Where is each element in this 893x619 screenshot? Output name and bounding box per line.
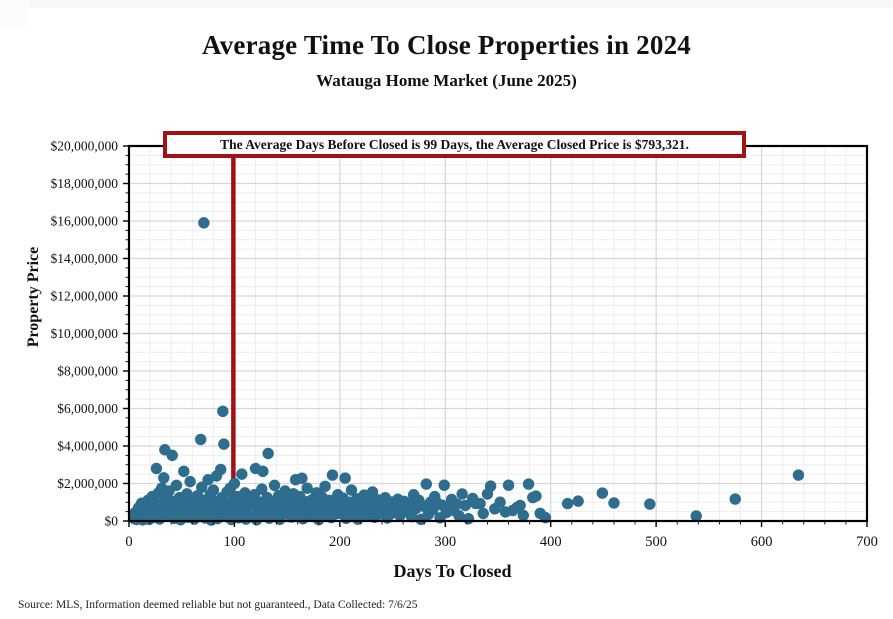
data-point bbox=[301, 482, 313, 494]
data-point bbox=[326, 469, 339, 481]
data-point bbox=[456, 488, 468, 500]
data-point bbox=[453, 510, 465, 522]
y-tick-label: $20,000,000 bbox=[51, 139, 119, 154]
gridlines bbox=[129, 146, 867, 521]
y-tick-label: $10,000,000 bbox=[51, 326, 119, 341]
data-point bbox=[228, 477, 241, 490]
data-point bbox=[729, 493, 741, 505]
scatter-points bbox=[128, 217, 805, 526]
x-tick-label: 200 bbox=[329, 534, 351, 550]
y-tick-label: $18,000,000 bbox=[51, 176, 119, 191]
data-point bbox=[194, 433, 207, 446]
annotation-text: The Average Days Before Closed is 99 Day… bbox=[220, 136, 689, 152]
data-point bbox=[296, 472, 308, 484]
source-note: Source: MLS, Information deemed reliable… bbox=[18, 599, 418, 611]
data-point bbox=[256, 483, 268, 495]
y-tick-label: $2,000,000 bbox=[57, 476, 118, 491]
data-point bbox=[218, 438, 230, 450]
data-point bbox=[514, 499, 526, 512]
x-tick-label: 700 bbox=[856, 534, 878, 550]
data-point bbox=[339, 472, 351, 484]
data-point bbox=[217, 405, 229, 418]
data-point bbox=[530, 490, 542, 502]
y-tick-label: $16,000,000 bbox=[51, 214, 119, 229]
data-point bbox=[268, 479, 281, 492]
data-point bbox=[459, 499, 472, 512]
x-tick-label: 600 bbox=[751, 534, 773, 550]
data-point bbox=[608, 497, 620, 509]
data-point bbox=[596, 487, 609, 499]
data-point bbox=[363, 495, 376, 507]
x-tick-label: 500 bbox=[645, 534, 667, 550]
data-point bbox=[198, 217, 210, 229]
y-tick-label: $4,000,000 bbox=[57, 439, 118, 454]
data-point bbox=[178, 465, 190, 478]
data-point bbox=[262, 447, 274, 460]
data-point bbox=[644, 498, 656, 510]
data-point bbox=[257, 465, 269, 478]
data-point bbox=[451, 498, 463, 510]
data-point bbox=[420, 478, 433, 490]
chart-subtitle: Watauga Home Market (June 2025) bbox=[316, 71, 577, 90]
data-point bbox=[494, 496, 506, 508]
tick-labels: 0 100 200 300 400 500 600 700 $0 $2,000,000 $4,000… bbox=[51, 139, 878, 551]
window-chrome-strip bbox=[0, 0, 893, 8]
data-point bbox=[170, 479, 183, 492]
data-point bbox=[690, 510, 702, 522]
data-point bbox=[462, 513, 475, 525]
data-point bbox=[474, 497, 486, 510]
data-point bbox=[477, 507, 489, 520]
chart-title: Average Time To Close Properties in 2024 bbox=[202, 30, 691, 60]
data-point bbox=[484, 480, 497, 492]
data-point bbox=[207, 484, 220, 496]
data-point bbox=[502, 479, 515, 491]
data-point bbox=[196, 481, 208, 493]
data-point bbox=[517, 509, 530, 522]
data-point bbox=[561, 497, 574, 510]
data-point bbox=[572, 495, 584, 507]
data-point bbox=[522, 478, 535, 490]
x-tick-label: 400 bbox=[540, 534, 562, 550]
y-tick-label: $8,000,000 bbox=[57, 364, 118, 379]
annotation-box: The Average Days Before Closed is 99 Day… bbox=[163, 131, 746, 158]
y-tick-label: $6,000,000 bbox=[57, 401, 118, 416]
data-point bbox=[158, 472, 170, 484]
x-tick-label: 300 bbox=[434, 534, 456, 550]
data-point bbox=[319, 480, 331, 493]
y-tick-label: $14,000,000 bbox=[51, 251, 119, 266]
y-tick-label: $12,000,000 bbox=[51, 289, 119, 304]
data-point bbox=[184, 475, 196, 488]
window-chrome-square bbox=[0, 0, 30, 30]
x-tick-label: 100 bbox=[224, 534, 246, 550]
data-point bbox=[236, 468, 248, 480]
x-axis-title: Days To Closed bbox=[393, 561, 512, 581]
data-point bbox=[215, 463, 227, 476]
data-point bbox=[345, 484, 358, 496]
data-point bbox=[150, 462, 163, 475]
data-point bbox=[792, 469, 805, 481]
y-tick-label: $0 bbox=[105, 514, 119, 529]
x-tick-label: 0 bbox=[125, 534, 132, 550]
data-point bbox=[366, 486, 379, 498]
data-point bbox=[166, 449, 178, 462]
data-point bbox=[438, 479, 450, 491]
